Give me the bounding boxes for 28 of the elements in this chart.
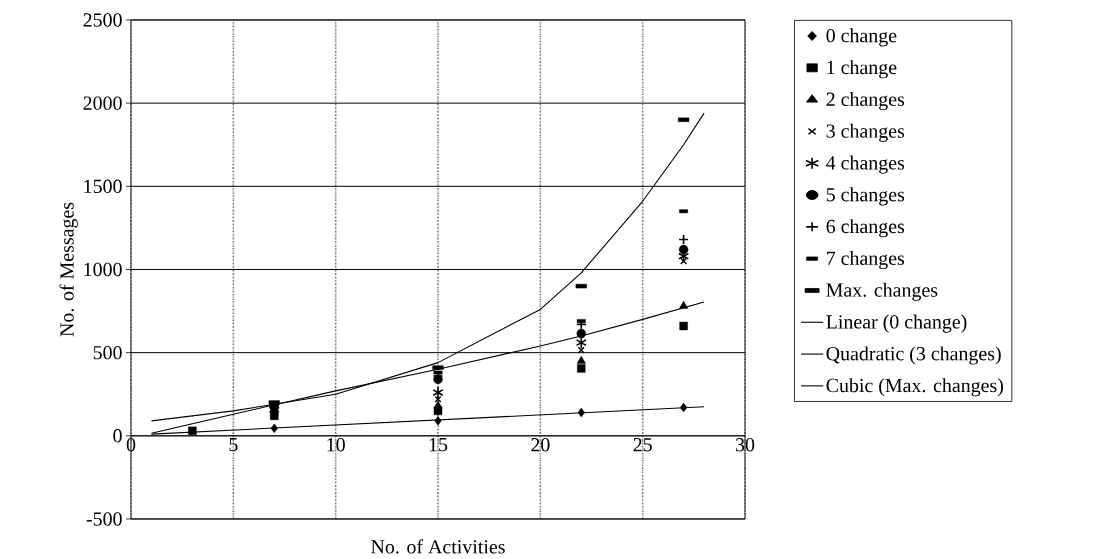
y-tick-label: 2500	[83, 13, 122, 27]
y-axis-title: No. of Messages	[59, 202, 78, 337]
legend-label: 5 changes	[826, 187, 905, 206]
x-tick-label: 30	[736, 438, 755, 452]
legend-label: Quadratic (3 changes)	[826, 346, 1001, 365]
x-tick-label: 5	[229, 438, 238, 452]
y-tick-label: 2000	[83, 96, 122, 110]
y-tick-label: 0	[113, 429, 122, 443]
y-tick-label: 500	[93, 345, 122, 360]
x-tick-label: 25	[633, 438, 652, 452]
y-tick-label: -500	[86, 512, 122, 526]
x-tick-label: 10	[327, 438, 345, 452]
legend-label: Cubic (Max. changes)	[826, 378, 1004, 397]
legend-label: Max. changes	[826, 282, 938, 301]
y-tick-label: 1500	[84, 179, 122, 194]
x-tick-label: 20	[531, 438, 550, 452]
legend-label: 1 change	[827, 60, 897, 79]
x-tick-label: 15	[429, 438, 448, 452]
x-axis-title: No. of Activities	[371, 539, 505, 554]
legend-label: Linear (0 change)	[826, 314, 967, 333]
legend-label: 2 changes	[826, 91, 905, 111]
legend-label: 0 change	[826, 28, 897, 47]
legend-label: 7 changes	[827, 250, 905, 270]
x-tick-label: 0	[126, 438, 136, 452]
y-tick-label: 1000	[84, 262, 122, 277]
legend-label: 6 changes	[826, 219, 905, 238]
legend-label: 3 changes	[826, 123, 905, 142]
legend-label: 4 changes	[826, 155, 905, 174]
